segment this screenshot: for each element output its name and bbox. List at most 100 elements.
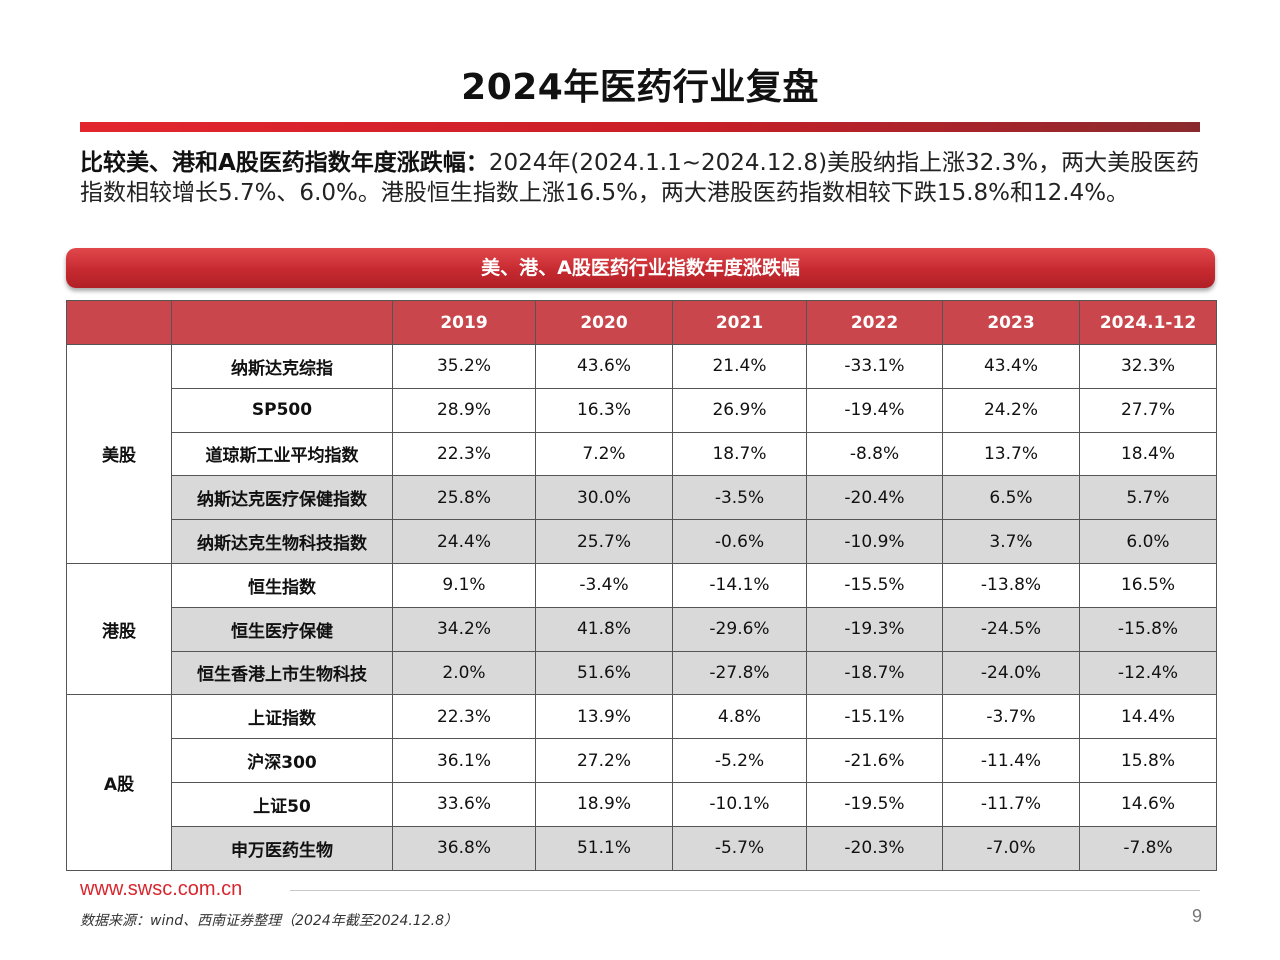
market-group-label: 港股 bbox=[66, 562, 172, 696]
page-title: 2024年医药行业复盘 bbox=[461, 67, 819, 108]
header-cell-blank bbox=[66, 300, 172, 345]
header-cell-year: 2020 bbox=[535, 300, 673, 345]
index-name: 申万医药生物 bbox=[171, 825, 393, 871]
index-name: 纳斯达克医疗保健指数 bbox=[171, 475, 393, 521]
return-value: -8.8% bbox=[806, 431, 943, 477]
return-value: 28.9% bbox=[392, 387, 536, 433]
return-value: 15.8% bbox=[1079, 738, 1217, 783]
header-cell-year: 2021 bbox=[672, 300, 807, 345]
return-value: 25.7% bbox=[535, 519, 673, 564]
return-value: -24.5% bbox=[942, 606, 1080, 652]
return-value: 35.2% bbox=[392, 344, 536, 389]
header-row: 2019 2020 2021 2022 2023 2024.1-12 bbox=[66, 300, 1217, 345]
return-value: -19.4% bbox=[806, 387, 943, 433]
return-value: 30.0% bbox=[535, 475, 673, 521]
return-value: -14.1% bbox=[672, 562, 807, 608]
return-value: 27.7% bbox=[1079, 387, 1217, 433]
return-value: 14.6% bbox=[1079, 781, 1217, 827]
return-value: 33.6% bbox=[392, 781, 536, 827]
return-value: 34.2% bbox=[392, 606, 536, 652]
return-value: 22.3% bbox=[392, 431, 536, 477]
table-row: 上证50 33.6% 18.9% -10.1% -19.5% -11.7% 14.6% bbox=[67, 781, 1217, 827]
return-value: -11.4% bbox=[942, 738, 1080, 783]
return-value: 13.9% bbox=[535, 694, 673, 740]
return-value: -15.8% bbox=[1079, 606, 1217, 652]
table-row: SP500 28.9% 16.3% 26.9% -19.4% 24.2% 27.7% bbox=[67, 387, 1217, 433]
summary-text: 2024年(2024.1.1~2024.12.8)美股纳指上涨32.3%，两大美… bbox=[80, 150, 1200, 206]
index-name: 纳斯达克综指 bbox=[171, 344, 393, 389]
table-row: 道琼斯工业平均指数 22.3% 7.2% 18.7% -8.8% 13.7% 18.4% bbox=[67, 431, 1217, 477]
table-row: A股 上证指数 22.3% 13.9% 4.8% -15.1% -3.7% 14.4% bbox=[66, 694, 1217, 871]
title-divider bbox=[80, 122, 1200, 132]
table-body: 美股 纳斯达克综指 35.2% 43.6% 21.4% -33.1% 43.4% 32.3% S… bbox=[66, 344, 1217, 871]
return-value: 22.3% bbox=[392, 694, 536, 740]
return-value: -3.4% bbox=[535, 562, 673, 608]
summary-paragraph: 比较美、港和A股医药指数年度涨跌幅：2024年(2024.1.1~2024.12… bbox=[80, 148, 1210, 208]
index-name: 道琼斯工业平均指数 bbox=[171, 431, 393, 477]
header-cell-year: 2019 bbox=[392, 300, 536, 345]
return-value: -5.2% bbox=[672, 738, 807, 783]
return-value: -10.9% bbox=[806, 519, 943, 564]
return-value: 5.7% bbox=[1079, 475, 1217, 521]
return-value: 9.1% bbox=[392, 562, 536, 608]
return-value: 51.6% bbox=[535, 650, 673, 696]
header-cell-blank bbox=[171, 300, 393, 345]
data-source-note: 数据来源：wind、西南证券整理（2024年截至2024.12.8） bbox=[80, 913, 458, 929]
index-returns-table: 2019 2020 2021 2022 2023 2024.1-12 美股 纳斯达克综指 35… bbox=[66, 300, 1217, 871]
return-value: 27.2% bbox=[535, 738, 673, 783]
return-value: 16.3% bbox=[535, 387, 673, 433]
table-row: 申万医药生物 36.8% 51.1% -5.7% -20.3% -7.0% -7.8% bbox=[67, 825, 1217, 871]
index-name: 恒生指数 bbox=[171, 562, 393, 608]
return-value: 24.4% bbox=[392, 519, 536, 564]
page-number: 9 bbox=[1192, 906, 1203, 926]
return-value: -5.7% bbox=[672, 825, 807, 871]
return-value: 14.4% bbox=[1079, 694, 1217, 740]
summary-lead: 比较美、港和A股医药指数年度涨跌幅： bbox=[80, 150, 489, 176]
index-name: SP500 bbox=[171, 387, 393, 433]
return-value: 18.4% bbox=[1079, 431, 1217, 477]
return-value: 3.7% bbox=[942, 519, 1080, 564]
index-name: 沪深300 bbox=[171, 738, 393, 783]
table-row: 港股 恒生指数 9.1% -3.4% -14.1% -15.5% -13.8% 16.5% bbox=[66, 562, 1217, 696]
index-name: 上证50 bbox=[171, 781, 393, 827]
header-cell-year: 2023 bbox=[942, 300, 1080, 345]
return-value: -18.7% bbox=[806, 650, 943, 696]
return-value: -3.5% bbox=[672, 475, 807, 521]
table-row: 恒生医疗保健 34.2% 41.8% -29.6% -19.3% -24.5% -15.8% bbox=[67, 606, 1217, 652]
footer-url[interactable]: www.swsc.com.cn bbox=[80, 878, 243, 900]
return-value: -20.3% bbox=[806, 825, 943, 871]
return-value: 13.7% bbox=[942, 431, 1080, 477]
return-value: -20.4% bbox=[806, 475, 943, 521]
index-name: 纳斯达克生物科技指数 bbox=[171, 519, 393, 564]
return-value: -15.1% bbox=[806, 694, 943, 740]
return-value: -12.4% bbox=[1079, 650, 1217, 696]
return-value: -7.8% bbox=[1079, 825, 1217, 871]
return-value: -27.8% bbox=[672, 650, 807, 696]
return-value: 26.9% bbox=[672, 387, 807, 433]
return-value: 18.7% bbox=[672, 431, 807, 477]
return-value: 43.6% bbox=[535, 344, 673, 389]
return-value: 43.4% bbox=[942, 344, 1080, 389]
table-header: 2019 2020 2021 2022 2023 2024.1-12 bbox=[66, 300, 1217, 345]
return-value: 36.8% bbox=[392, 825, 536, 871]
return-value: -21.6% bbox=[806, 738, 943, 783]
index-name: 恒生香港上市生物科技 bbox=[171, 650, 393, 696]
return-value: 6.0% bbox=[1079, 519, 1217, 564]
return-value: -19.5% bbox=[806, 781, 943, 827]
return-value: -15.5% bbox=[806, 562, 943, 608]
return-value: 6.5% bbox=[942, 475, 1080, 521]
return-value: 4.8% bbox=[672, 694, 807, 740]
table-row: 纳斯达克医疗保健指数 25.8% 30.0% -3.5% -20.4% 6.5% 5.7% bbox=[67, 475, 1217, 521]
header-cell-year: 2024.1-12 bbox=[1079, 300, 1217, 345]
index-name: 上证指数 bbox=[171, 694, 393, 740]
return-value: 18.9% bbox=[535, 781, 673, 827]
footer-divider bbox=[290, 890, 1200, 891]
table-row: 沪深300 36.1% 27.2% -5.2% -21.6% -11.4% 15.8% bbox=[67, 738, 1217, 783]
return-value: 16.5% bbox=[1079, 562, 1217, 608]
return-value: -24.0% bbox=[942, 650, 1080, 696]
table-row: 恒生香港上市生物科技 2.0% 51.6% -27.8% -18.7% -24.0% -12… bbox=[67, 650, 1217, 696]
return-value: 2.0% bbox=[392, 650, 536, 696]
table-row: 纳斯达克生物科技指数 24.4% 25.7% -0.6% -10.9% 3.7% 6.0% bbox=[67, 519, 1217, 564]
market-group-label: 美股 bbox=[66, 344, 172, 564]
return-value: -0.6% bbox=[672, 519, 807, 564]
